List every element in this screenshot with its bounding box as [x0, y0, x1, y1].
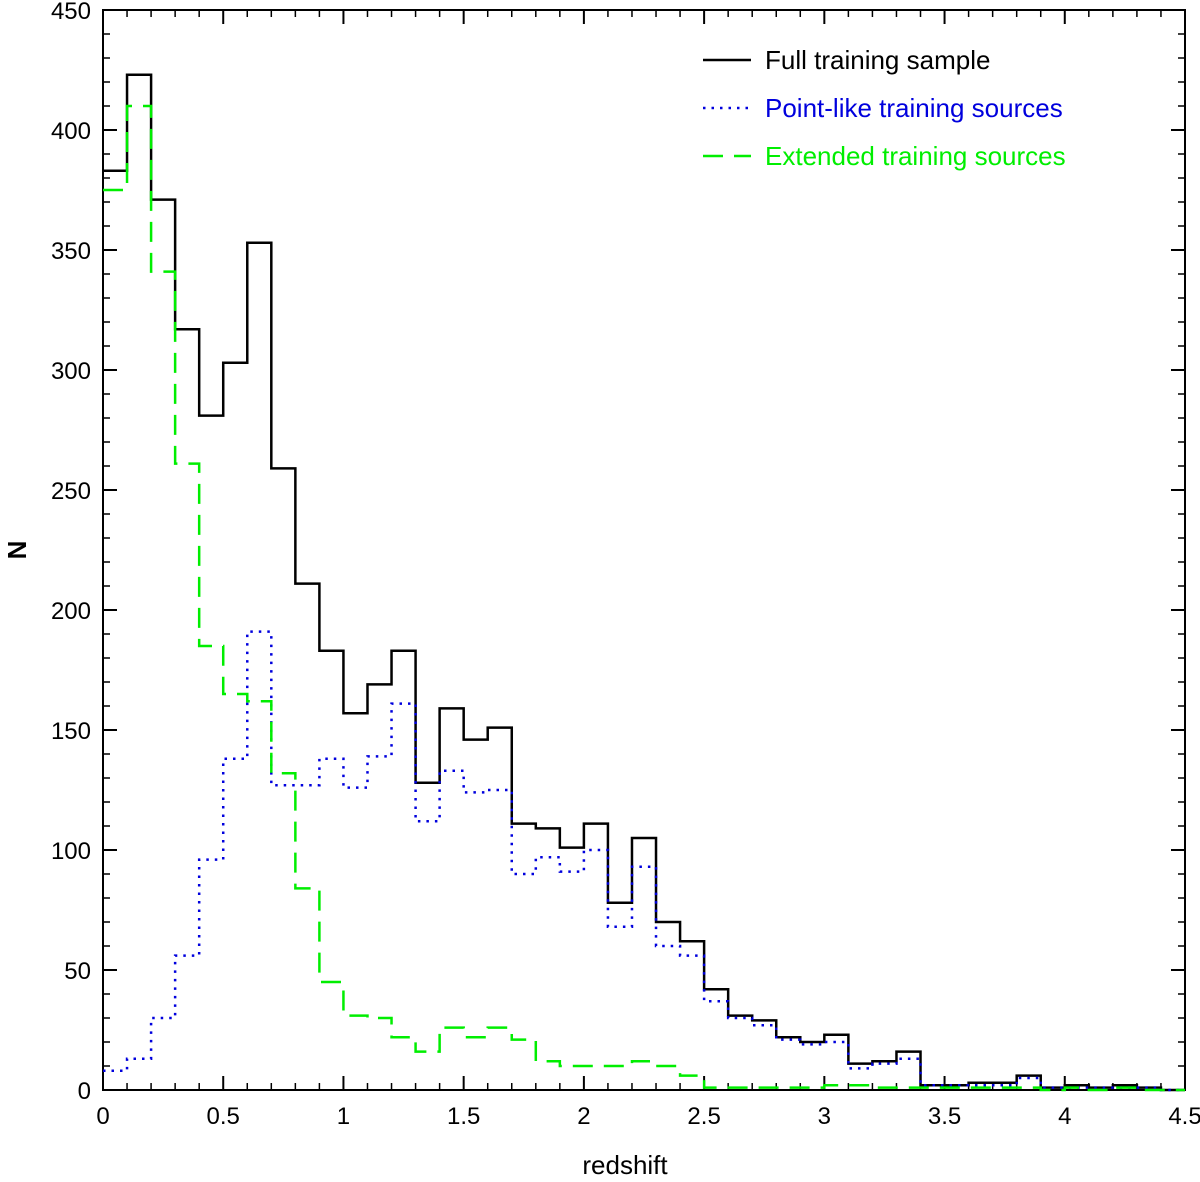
y-axis-title: N	[2, 541, 32, 560]
x-tick-label: 2.5	[687, 1103, 720, 1130]
y-tick-label: 100	[51, 838, 91, 865]
x-axis-title: redshift	[582, 1150, 668, 1180]
x-tick-label: 0.5	[207, 1103, 240, 1130]
x-tick-labels: 0 0.5 1 1.5 2 2.5 3 3.5 4 4.5	[96, 1103, 1200, 1130]
x-tick-label: 3.5	[928, 1103, 961, 1130]
x-tick-label: 1	[337, 1103, 350, 1130]
y-tick-labels: 0 50 100 150 200 250 300 350 400 450	[51, 0, 91, 1105]
x-tick-label: 2	[577, 1103, 590, 1130]
y-tick-label: 350	[51, 238, 91, 265]
series-lines	[103, 73, 1185, 1092]
x-tick-label: 4.5	[1168, 1103, 1200, 1130]
legend-label-point-like-training-sources: Point-like training sources	[765, 93, 1063, 123]
y-tick-label: 250	[51, 478, 91, 505]
y-tick-label: 0	[78, 1078, 91, 1105]
y-tick-label: 450	[51, 0, 91, 25]
legend-label-full-training-sample: Full training sample	[765, 45, 990, 75]
series-line-full-training-sample	[103, 73, 1185, 1092]
y-tick-label: 150	[51, 718, 91, 745]
y-tick-label: 400	[51, 118, 91, 145]
series-line-extended-training-sources	[103, 104, 1185, 1092]
x-tick-label: 3	[818, 1103, 831, 1130]
y-tick-label: 50	[64, 958, 91, 985]
x-tick-label: 0	[96, 1103, 109, 1130]
y-tick-label: 200	[51, 598, 91, 625]
x-tick-label: 4	[1058, 1103, 1071, 1130]
legend-label-extended-training-sources: Extended training sources	[765, 141, 1066, 171]
x-tick-label: 1.5	[447, 1103, 480, 1130]
y-tick-label: 300	[51, 358, 91, 385]
series-line-point-like-training-sources	[103, 630, 1185, 1092]
plot-frame	[102, 9, 1186, 1091]
legend: Full training sample Point-like training…	[703, 45, 1066, 171]
axis-ticks	[102, 9, 1186, 1091]
